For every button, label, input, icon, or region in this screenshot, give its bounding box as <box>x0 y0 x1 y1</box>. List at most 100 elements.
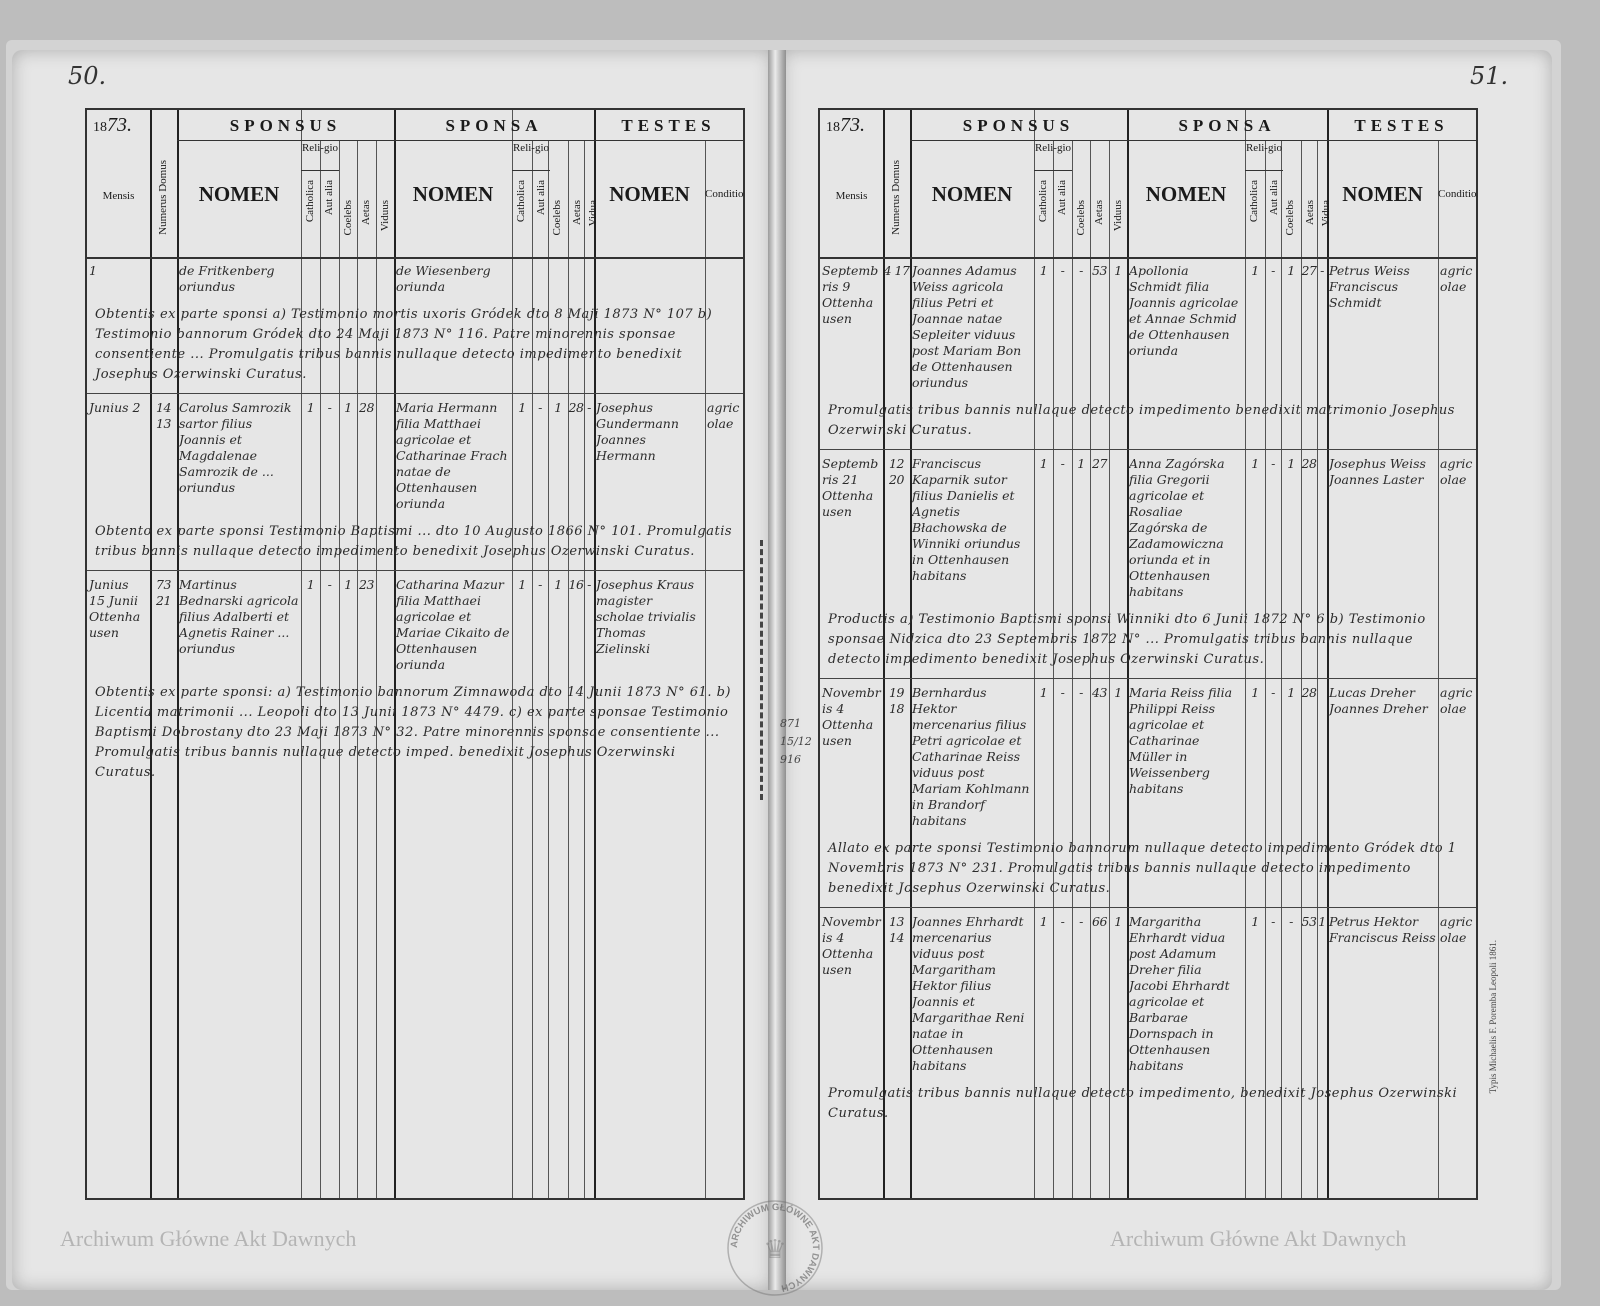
entry-sponsus-alia: - <box>1060 456 1065 471</box>
entry-sponsa-coel: - <box>1289 914 1293 929</box>
entry-sponsus-alia <box>320 257 339 299</box>
religio-rule <box>512 170 550 171</box>
binding-thread <box>760 540 793 800</box>
entry-sponsus-coel: 1 <box>344 577 352 592</box>
nomen-header: NOMEN <box>1342 182 1423 206</box>
register-entry: Novembris 4 Ottenhausen 19 18 Bernhardus H… <box>820 678 1476 907</box>
entry-sponsa-vid <box>1317 450 1327 604</box>
year-handwritten: 73. <box>107 114 132 136</box>
entry-sponsus-coel <box>339 257 357 299</box>
entries-list: 1 de Fritkenberg oriundus de Wiesenberg or… <box>87 257 743 791</box>
entry-sponsa-aetas: 16 <box>568 577 584 592</box>
entry-testes: Josephus Weiss Joannes Laster <box>1329 456 1426 487</box>
entry-sponsa-cath: 1 <box>1251 263 1259 278</box>
section-rule <box>910 140 1476 141</box>
entry-domus: 73 21 <box>156 577 171 608</box>
entry-sponsa-aetas: 53 <box>1301 914 1317 929</box>
entry-sponsus-alia: - <box>327 400 332 415</box>
entry-sponsus-aetas: 53 <box>1092 263 1107 278</box>
entry-sponsa-name: Maria Hermann filia Matthaei agricolae e… <box>396 400 508 511</box>
entry-sponsa-cath <box>512 257 532 299</box>
entry-conditio: agricolae <box>1440 685 1473 716</box>
numerus-domus-header: Numerus Domus <box>890 160 902 235</box>
religio-rule <box>1245 170 1283 171</box>
aetas-header: Aetas <box>360 200 372 226</box>
entry-sponsus-cath: 1 <box>306 400 315 415</box>
entry-sponsa-vid <box>584 257 594 299</box>
entry-testes: Lucas Dreher Joannes Dreher <box>1329 685 1428 716</box>
catholica-header: Catholica <box>515 180 527 223</box>
page-number-left: 50. <box>68 62 107 90</box>
entry-sponsus-name: Martinus Bednarski agricola filius Adalb… <box>179 577 299 656</box>
register-entry: Septembris 21 Ottenhausen 12 20 Franciscus… <box>820 449 1476 678</box>
entry-sponsa-vid: 1 <box>1318 914 1326 929</box>
aut-alia-header: Aut alia <box>1268 180 1280 216</box>
entry-sponsa-coel: 1 <box>1287 263 1295 278</box>
entry-sponsus-cath: 1 <box>1039 685 1048 700</box>
entry-domus: 12 20 <box>889 456 904 487</box>
entry-testes: Petrus Weiss Franciscus Schmidt <box>1329 263 1410 310</box>
entry-sponsa-cath: 1 <box>1251 914 1259 929</box>
vidua-header: Vidua <box>587 200 599 227</box>
watermark-top-right: Archiwum Główne Akt Dawnych <box>1110 1226 1407 1251</box>
entry-sponsa-name: Margaritha Ehrhardt vidua post Adamum Dr… <box>1129 914 1230 1073</box>
entry-sponsa-vid: - <box>1320 263 1324 278</box>
entry-domus: 4 17 <box>883 263 910 278</box>
left-page <box>12 50 772 1290</box>
entry-sponsa-aetas <box>568 257 584 299</box>
entry-sponsa-aetas: 28 <box>1301 456 1317 471</box>
religio-header: Reli-gio <box>301 142 339 154</box>
entry-sponsus-coel: 1 <box>344 400 352 415</box>
entry-sponsa-alia: - <box>1271 456 1275 471</box>
entry-mensis: Junius 2 <box>89 400 141 415</box>
testes-header: TESTES <box>1354 116 1449 135</box>
stamp-ring-text: ARCHIWUM GŁÓWNE AKT DAWNYCH ♛ <box>727 1200 823 1296</box>
entry-sponsa-alia: - <box>538 577 542 592</box>
entry-sponsus-coel: 1 <box>1077 456 1085 471</box>
entry-sponsa-name: Maria Reiss filia Philippi Reiss agricol… <box>1129 685 1233 796</box>
entry-mensis: Septembris 9 Ottenhausen <box>822 263 879 326</box>
entry-remark: Promulgatis tribus bannis nullaque detec… <box>828 1086 1458 1121</box>
entry-remark: Obtentis ex parte sponsi: a) Testimonio … <box>95 685 731 780</box>
register-table: 1873. SPONSUS SPONSA TESTES Mensis Numerus Do… <box>85 108 745 1200</box>
entry-domus: 13 14 <box>889 914 904 945</box>
religio-header: Reli-gio <box>1034 142 1072 154</box>
entry-sponsus-alia: - <box>327 577 332 592</box>
entry-sponsa-cath: 1 <box>1251 456 1259 471</box>
catholica-header: Catholica <box>1037 180 1049 223</box>
entry-sponsus-aetas: 27 <box>1092 456 1107 471</box>
header-rule <box>820 257 1476 259</box>
year-prefix: 18 <box>93 120 107 135</box>
archive-stamp: ARCHIWUM GŁÓWNE AKT DAWNYCH ♛ <box>725 1198 825 1298</box>
entry-sponsus-cath: 1 <box>1039 914 1048 929</box>
sponsus-header: SPONSUS <box>962 116 1075 135</box>
entry-sponsus-alia: - <box>1060 914 1065 929</box>
entry-domus: 14 13 <box>156 400 171 431</box>
coelebs-header: Coelebs <box>342 200 354 236</box>
entry-sponsa-vid: - <box>587 400 591 415</box>
entry-sponsus-vid: 1 <box>1114 914 1122 929</box>
nomen-header: NOMEN <box>931 182 1013 206</box>
entry-testes <box>594 257 705 299</box>
coelebs-header: Coelebs <box>1284 200 1296 236</box>
entry-sponsus-aetas: 28 <box>359 400 374 415</box>
religio-header: Reli-gio <box>1245 142 1283 154</box>
entry-sponsa-alia: - <box>538 400 542 415</box>
archive-number: 916 <box>780 753 801 766</box>
nomen-header: NOMEN <box>609 182 690 206</box>
entry-sponsa-alia: - <box>1271 685 1275 700</box>
sponsus-header: SPONSUS <box>229 116 342 135</box>
entry-domus: 19 18 <box>889 685 904 716</box>
printer-note: Typis Michaelis F. Poremba Leopoli 1861. <box>1488 940 1498 1094</box>
register-entry: Novembris 4 Ottenhausen 13 14 Joannes Ehrh… <box>820 907 1476 1132</box>
entry-conditio <box>705 257 743 299</box>
entry-sponsa-aetas: 27 <box>1301 263 1317 278</box>
catholica-header: Catholica <box>1248 180 1260 223</box>
year-handwritten: 73. <box>840 114 865 136</box>
entry-sponsa-name: Catharina Mazur filia Matthaei agricolae… <box>396 577 510 672</box>
entry-sponsus-coel: - <box>1079 263 1083 278</box>
entry-sponsus-name: Franciscus Kaparnik sutor filius Danieli… <box>912 456 1021 583</box>
entry-sponsus-cath: 1 <box>1039 456 1048 471</box>
entry-sponsa-vid: - <box>587 577 591 592</box>
book-gutter <box>768 50 786 1290</box>
